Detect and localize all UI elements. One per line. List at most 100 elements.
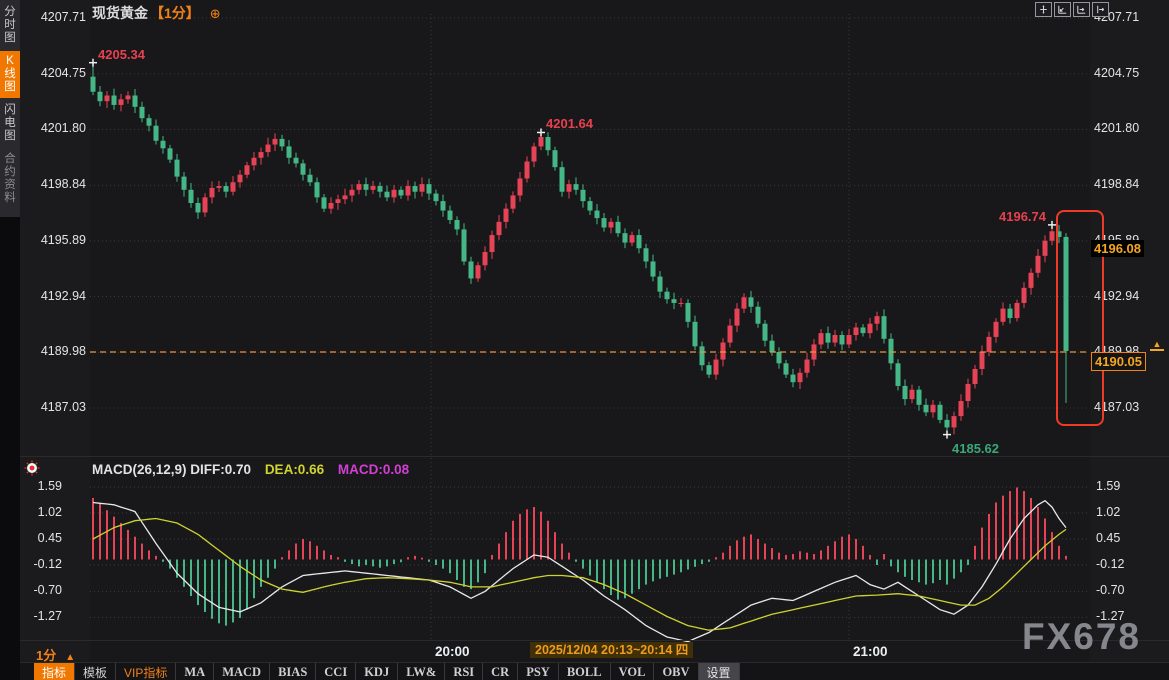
candle-body: [293, 157, 299, 164]
macd-dea-value: DEA:0.66: [264, 462, 325, 477]
chart-scale-tools: [1035, 2, 1109, 17]
latest-price-arrow-icon[interactable]: ▲: [1150, 340, 1164, 351]
candle-body: [496, 221, 502, 236]
candle-body: [461, 229, 467, 262]
candle-body: [314, 182, 320, 198]
tab-indicator[interactable]: 指标: [34, 663, 76, 680]
tab-ma[interactable]: MA: [176, 663, 215, 680]
tab-settings[interactable]: 设置: [698, 663, 740, 680]
candle-body: [552, 150, 558, 168]
tab-obv[interactable]: OBV: [654, 663, 699, 680]
candle-body: [174, 159, 180, 177]
candle-body: [601, 218, 607, 228]
tab-vip-indicator[interactable]: VIP指标: [116, 663, 177, 680]
live-indicator-icon[interactable]: [24, 460, 40, 476]
candle-body: [230, 182, 236, 192]
sidebar-tab-time-chart[interactable]: 分时图: [4, 6, 16, 44]
candle-body: [160, 140, 166, 149]
candle-body: [776, 351, 782, 364]
tab-psy[interactable]: PSY: [518, 663, 559, 680]
candle-body: [244, 165, 250, 175]
candle-body: [1049, 231, 1055, 241]
candle-body: [104, 95, 110, 102]
tab-kdj[interactable]: KDJ: [356, 663, 399, 680]
candle-body: [615, 221, 621, 234]
tab-cci[interactable]: CCI: [316, 663, 357, 680]
candle-body: [482, 252, 488, 266]
price-axis-label: 4204.75: [1094, 65, 1140, 80]
interval-tag: 【1分】: [150, 5, 200, 21]
candle-body: [741, 297, 747, 309]
tab-bias[interactable]: BIAS: [270, 663, 317, 680]
candle-body: [825, 333, 831, 343]
candle-body: [503, 208, 509, 222]
candle-body: [286, 146, 292, 158]
candle-body: [895, 363, 901, 386]
candle-body: [433, 193, 439, 202]
candle-body: [1007, 308, 1013, 319]
sidebar-tab-flash-chart[interactable]: 闪电图: [4, 104, 16, 142]
candle-body: [265, 144, 271, 153]
left-price-gutter: [20, 0, 90, 680]
time-tick-label: 20:00: [435, 644, 470, 659]
candle-body: [699, 346, 705, 366]
macd-axis-label: 1.59: [37, 478, 62, 493]
candle-body: [398, 189, 404, 196]
candle-body: [447, 210, 453, 220]
candle-body: [853, 327, 859, 336]
candle-body: [566, 184, 572, 192]
candle-body: [643, 248, 649, 262]
candle-body: [1028, 272, 1034, 288]
macd-axis-label: -1.27: [1096, 609, 1125, 624]
candle-body: [797, 372, 803, 383]
candle-body: [958, 401, 964, 417]
candle-body: [545, 137, 551, 151]
candle-body: [188, 189, 194, 204]
candle-body: [202, 197, 208, 213]
candle-body: [587, 201, 593, 211]
macd-panel[interactable]: [0, 458, 1169, 642]
tab-macd[interactable]: MACD: [214, 663, 271, 680]
candle-body: [888, 338, 894, 364]
candle-body: [622, 233, 628, 243]
candle-body: [559, 167, 565, 192]
tab-cr[interactable]: CR: [483, 663, 519, 680]
tab-boll[interactable]: BOLL: [559, 663, 611, 680]
x-axis-fit-icon[interactable]: [1073, 2, 1090, 17]
price-axis-label: 4192.94: [1094, 288, 1140, 303]
candle-body: [965, 384, 971, 402]
candle-body: [237, 174, 243, 183]
candle-body: [909, 389, 915, 400]
tab-lw[interactable]: LW&: [398, 663, 446, 680]
candle-body: [538, 137, 544, 147]
time-axis: 1分 ▲ 2025/12/04 20:13~20:14 四 20:00 21:00: [0, 640, 1169, 664]
candle-body: [783, 363, 789, 375]
candlestick-chart[interactable]: [0, 0, 1169, 458]
candle-body: [517, 178, 523, 196]
period-selector[interactable]: 1分 ▲: [36, 645, 75, 664]
candle-body: [1056, 231, 1062, 237]
candle-body: [993, 321, 999, 337]
price-axis-label: 4207.71: [40, 10, 86, 24]
candle-body: [706, 365, 712, 375]
tab-template[interactable]: 模板: [75, 663, 117, 680]
macd-axis-label: -0.70: [1096, 583, 1125, 598]
tab-rsi[interactable]: RSI: [445, 663, 484, 680]
candle-body: [370, 186, 376, 190]
shift-right-icon[interactable]: [1092, 2, 1109, 17]
circle-plus-icon[interactable]: ⊕: [209, 6, 221, 21]
candle-body: [867, 323, 873, 334]
y-axis-fit-icon[interactable]: [1054, 2, 1071, 17]
tab-vol[interactable]: VOL: [611, 663, 655, 680]
price-axis-label: 4201.80: [40, 121, 86, 136]
candle-body: [839, 335, 845, 345]
price-annotation: 4196.74: [999, 208, 1046, 224]
crosshair-timestamp: 2025/12/04 20:13~20:14 四: [530, 642, 694, 658]
candle-body: [300, 163, 306, 175]
candle-body: [272, 138, 278, 145]
macd-params-diff: MACD(26,12,9) DIFF:0.70: [92, 462, 252, 477]
sidebar-tab-contract-info[interactable]: 合约资料: [4, 153, 16, 204]
pan-tool-icon[interactable]: [1035, 2, 1052, 17]
